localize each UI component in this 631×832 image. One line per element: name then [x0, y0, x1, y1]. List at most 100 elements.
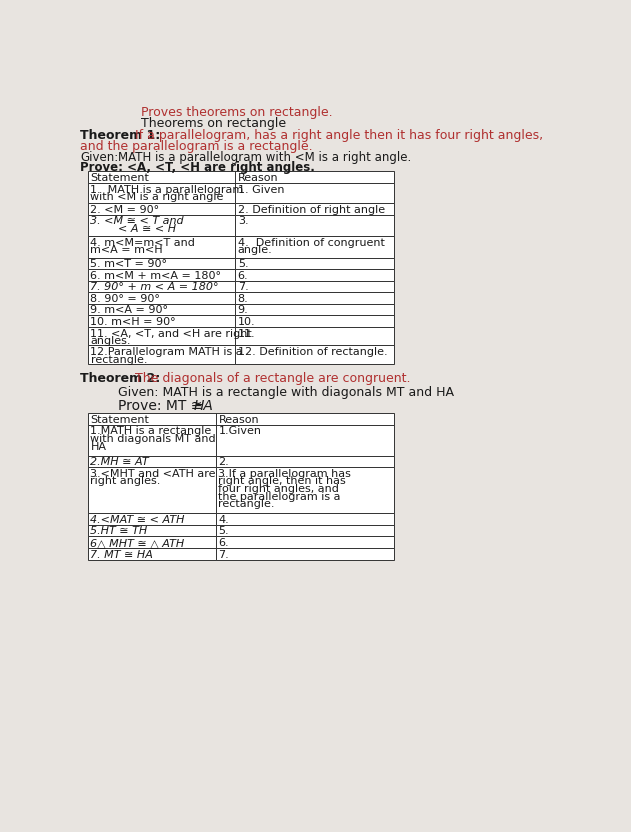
Text: Prove: MT ≅: Prove: MT ≅: [117, 399, 206, 414]
Text: 6△ MHT ≅ △ ATH: 6△ MHT ≅ △ ATH: [90, 538, 185, 548]
Text: 10. m<H = 90°: 10. m<H = 90°: [90, 317, 176, 327]
Text: 3.If a parallelogram has: 3.If a parallelogram has: [218, 468, 351, 478]
Text: 2. Definition of right angle: 2. Definition of right angle: [238, 205, 385, 215]
Text: 6. m<M + m<A = 180°: 6. m<M + m<A = 180°: [90, 270, 221, 280]
Text: 2.: 2.: [218, 457, 229, 467]
Bar: [216, 548, 394, 560]
Text: 9.: 9.: [238, 305, 249, 315]
Text: 7. MT ≅ HA: 7. MT ≅ HA: [90, 549, 153, 559]
Bar: [235, 345, 394, 364]
Text: 8. 90° = 90°: 8. 90° = 90°: [90, 294, 160, 304]
Bar: [235, 203, 394, 215]
Text: 6.: 6.: [218, 538, 229, 548]
Bar: [88, 327, 235, 345]
Text: MATH is a parallelogram with <M is a right angle.: MATH is a parallelogram with <M is a rig…: [117, 151, 411, 164]
Text: 4.: 4.: [218, 515, 229, 525]
Bar: [88, 236, 235, 258]
Text: 11. <A, <T, and <H are right: 11. <A, <T, and <H are right: [90, 329, 252, 339]
Bar: [216, 513, 394, 525]
Text: Reason: Reason: [238, 173, 278, 183]
Bar: [88, 513, 216, 525]
Text: 7.: 7.: [238, 282, 249, 292]
Bar: [88, 280, 235, 292]
Text: 1.  MATH is a parallelogram: 1. MATH is a parallelogram: [90, 185, 244, 195]
Text: four right angles, and: four right angles, and: [218, 484, 339, 494]
Bar: [235, 215, 394, 236]
Text: 4.  Definition of congruent: 4. Definition of congruent: [238, 238, 385, 248]
Bar: [216, 525, 394, 537]
Bar: [235, 258, 394, 270]
Bar: [235, 304, 394, 315]
Text: 3. <M ≅ < T and: 3. <M ≅ < T and: [90, 216, 184, 226]
Text: and the parallelogram is a rectangle.: and the parallelogram is a rectangle.: [80, 140, 313, 153]
Text: 2. <M = 90°: 2. <M = 90°: [90, 205, 160, 215]
Text: rectangle.: rectangle.: [218, 499, 275, 509]
Bar: [235, 236, 394, 258]
Text: 1.Given: 1.Given: [218, 426, 261, 436]
Text: the parallelogram is a: the parallelogram is a: [218, 492, 341, 502]
Text: HA: HA: [90, 442, 107, 452]
Text: 6.: 6.: [238, 270, 249, 280]
Bar: [235, 183, 394, 203]
Bar: [235, 292, 394, 304]
Text: 8.: 8.: [238, 294, 249, 304]
Text: 5.HT ≅ TH: 5.HT ≅ TH: [90, 527, 148, 537]
Text: 3.<MHT and <ATH are: 3.<MHT and <ATH are: [90, 468, 216, 478]
Text: 7. 90° + m < A = 180°: 7. 90° + m < A = 180°: [90, 282, 219, 292]
Text: HA: HA: [194, 399, 213, 414]
Text: 7.: 7.: [218, 549, 229, 559]
Text: 5.: 5.: [218, 527, 229, 537]
Text: with <M is a right angle: with <M is a right angle: [90, 192, 224, 202]
Text: right angle, then it has: right angle, then it has: [218, 477, 346, 487]
Text: Theorem 1:: Theorem 1:: [80, 129, 165, 142]
Text: 12.Parallelogram MATH is a: 12.Parallelogram MATH is a: [90, 347, 243, 357]
Text: with diagonals MT and: with diagonals MT and: [90, 434, 216, 444]
Bar: [88, 215, 235, 236]
Text: Theorem 2:: Theorem 2:: [80, 372, 165, 384]
Bar: [88, 456, 216, 467]
Bar: [88, 258, 235, 270]
Bar: [88, 414, 394, 425]
Bar: [216, 456, 394, 467]
Text: Proves theorems on rectangle.: Proves theorems on rectangle.: [141, 106, 333, 119]
Text: Prove: <A, <T, <H are right angles.: Prove: <A, <T, <H are right angles.: [80, 161, 316, 174]
Text: right angles.: right angles.: [90, 477, 161, 487]
Text: angle.: angle.: [238, 245, 273, 255]
Bar: [235, 327, 394, 345]
Bar: [88, 171, 394, 183]
Text: 3.: 3.: [238, 216, 249, 226]
Bar: [88, 304, 235, 315]
Text: m<A = m<H: m<A = m<H: [90, 245, 163, 255]
Text: 2.MH ≅ AT: 2.MH ≅ AT: [90, 457, 149, 467]
Bar: [216, 537, 394, 548]
Bar: [88, 548, 216, 560]
Bar: [88, 183, 235, 203]
Text: Theorems on rectangle: Theorems on rectangle: [141, 116, 286, 130]
Text: Given: MATH is a rectangle with diagonals MT and HA: Given: MATH is a rectangle with diagonal…: [117, 385, 454, 399]
Text: Given:: Given:: [80, 151, 119, 164]
Text: 5.: 5.: [238, 260, 249, 270]
Bar: [88, 537, 216, 548]
Text: 4. m<M=m<T and: 4. m<M=m<T and: [90, 238, 196, 248]
Text: < A ≅ < H: < A ≅ < H: [90, 224, 177, 234]
Bar: [88, 292, 235, 304]
Text: 11.: 11.: [238, 329, 256, 339]
Bar: [88, 525, 216, 537]
Bar: [88, 203, 235, 215]
Bar: [88, 270, 235, 280]
Bar: [88, 425, 216, 456]
Text: 9. m<A = 90°: 9. m<A = 90°: [90, 305, 168, 315]
Text: If a parallelogram, has a right angle then it has four right angles,: If a parallelogram, has a right angle th…: [134, 129, 543, 142]
Text: 12. Definition of rectangle.: 12. Definition of rectangle.: [238, 347, 387, 357]
Text: 5. m<T = 90°: 5. m<T = 90°: [90, 260, 167, 270]
Text: The diagonals of a rectangle are congruent.: The diagonals of a rectangle are congrue…: [134, 372, 410, 384]
Bar: [88, 345, 235, 364]
Text: 1. Given: 1. Given: [238, 185, 284, 195]
Text: 1.MATH is a rectangle: 1.MATH is a rectangle: [90, 426, 212, 436]
Bar: [88, 467, 216, 513]
Bar: [216, 425, 394, 456]
Text: angles.: angles.: [90, 336, 131, 346]
Bar: [235, 280, 394, 292]
Text: 4.<MAT ≅ < ATH: 4.<MAT ≅ < ATH: [90, 515, 185, 525]
Text: Statement: Statement: [90, 173, 150, 183]
